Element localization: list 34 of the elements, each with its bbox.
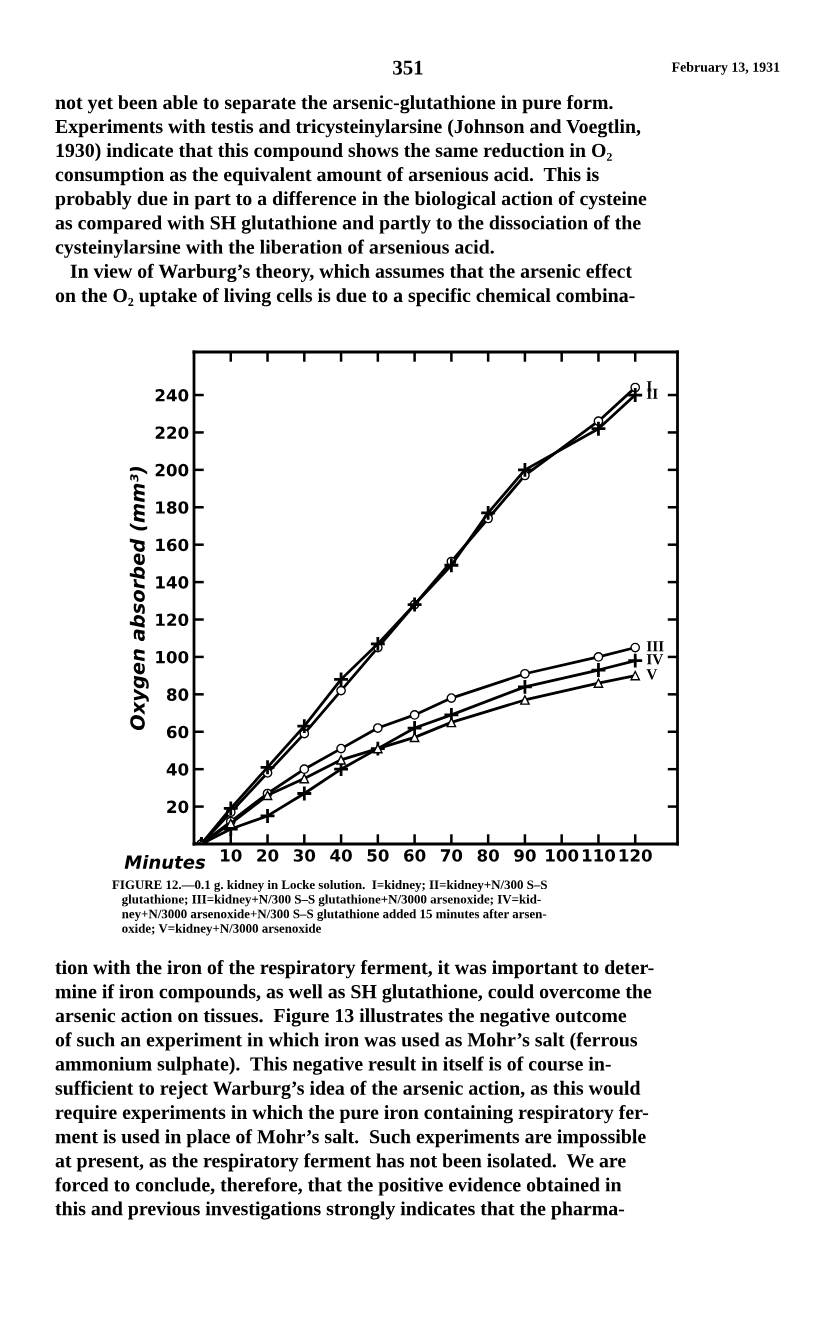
x-tick-label: 70 (440, 849, 463, 862)
x-tick-label: 10 (221, 849, 242, 862)
series-label: V (646, 669, 658, 680)
caption: FIGURE 12.—0.1 g. kidney in Locke solution. I=kidney; II=kidney+N/300 S–S glutathione; III=kidney+N/300 S–S glutathione+N/3000 arsenoxide; IV=kid- ney+N/3000 arsenoxide+N/300 S–S glutathione added 15 minutes after arsen- oxide; V=kidney+N/3000 arsenoxide (112, 880, 547, 936)
y-tick-label: 40 (166, 763, 189, 776)
x-tick-label: 120 (619, 849, 652, 862)
x-tick-label: 110 (582, 849, 616, 862)
legend-label: III (646, 641, 664, 652)
x-tick-label: 20 (257, 849, 279, 862)
x-tick-label: 40 (330, 849, 352, 862)
x-tick-label: 30 (293, 849, 316, 862)
x-tick-label: 100 (546, 849, 579, 862)
text: 351 (393, 60, 423, 75)
y-tick-label: 140 (156, 576, 189, 589)
x-tick-label: 50 (367, 849, 389, 862)
y-tick-label: 240 (155, 388, 189, 402)
y-axis-title: Oxygen absorbed (mm³) (129, 467, 149, 731)
text: February 13, 1931 (671, 62, 780, 75)
series-label: IV (646, 654, 664, 665)
y-tick-label: 100 (156, 650, 189, 664)
y-tick-label: 120 (156, 613, 189, 627)
y-tick-label: 180 (156, 501, 189, 514)
y-tick-label: 20 (167, 800, 189, 814)
x-axis-title: Minutes (124, 854, 206, 869)
y-tick-label: 220 (155, 426, 189, 440)
x-tick-label: 80 (477, 849, 499, 862)
y-tick-label: 160 (156, 538, 189, 552)
y-tick-label: 60 (166, 725, 189, 739)
text: tion with the iron of the respiratory ferment, it was important to deter- mine if iron compounds, as well as SH glutathione, could overcome the arsenic action on tissues. Figure 13 illustrates the negative outcome of such an experiment in which iron was used as Mohr’s salt (ferrous ammonium sulphate). This negative result in itself is of course in- sufficient to reject Warburg’s idea of the arsenic action, as this would require experiments in which the pure iron containing respiratory fer- ment is used in place of Mohr’s salt. Such experiments are impossible at present, as the respiratory ferment has not been isolated. We are forced to conclude, therefore, that the positive evidence obtained in this and previous investigations strongly indicates that the pharma- (55, 960, 654, 1220)
y-tick-label: 200 (155, 463, 189, 477)
x-tick-label: 60 (404, 849, 426, 862)
x-tick-label: 90 (514, 849, 536, 862)
text: not yet been able to separate the arsenic-glutathione in pure form. Experiments with testis and tricysteinylarsine (Johnson and Voegtlin, 1930) indicate that this compound shows the same reduction in O₂ consumption as the equivalent amount of arsenious acid. This is probably due in part to a difference in the biological action of cysteine as compared with SH glutathione and partly to the dissociation of the cysteinylarsine with the liberation of arsenious acid. In view of Warburg’s theory, which assumes that the arsenic effect on the O₂ uptake of living cells is due to a specific chemical combina- (55, 95, 647, 307)
y-tick-label: 80 (166, 688, 189, 701)
